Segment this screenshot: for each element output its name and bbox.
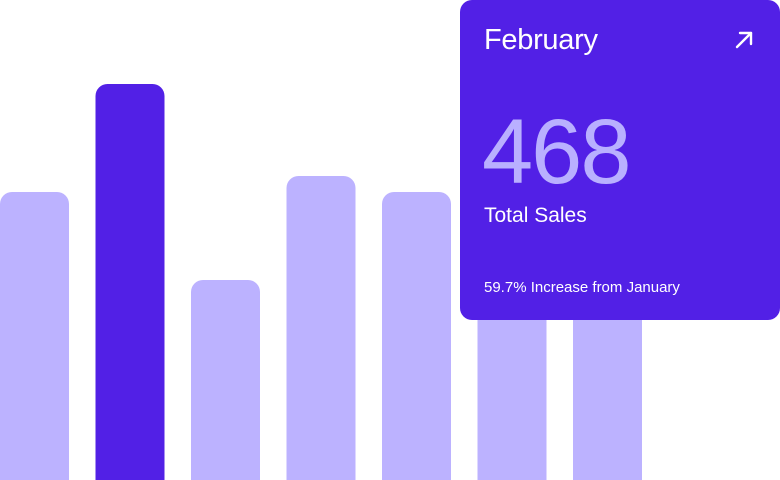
arrow-up-right-icon[interactable] [732,28,756,52]
chart-bar [286,176,356,480]
chart-bar [382,192,451,480]
increase-footnote: 59.7% Increase from January [484,279,680,296]
total-sales-value: 468 [482,101,631,203]
chart-bar [0,192,69,480]
sales-summary-card: February 468 Total Sales 59.7% Increase … [460,0,780,320]
card-month-title: February [484,24,598,56]
chart-bar [95,84,165,480]
total-sales-label: Total Sales [484,204,587,227]
chart-bar [191,280,260,480]
